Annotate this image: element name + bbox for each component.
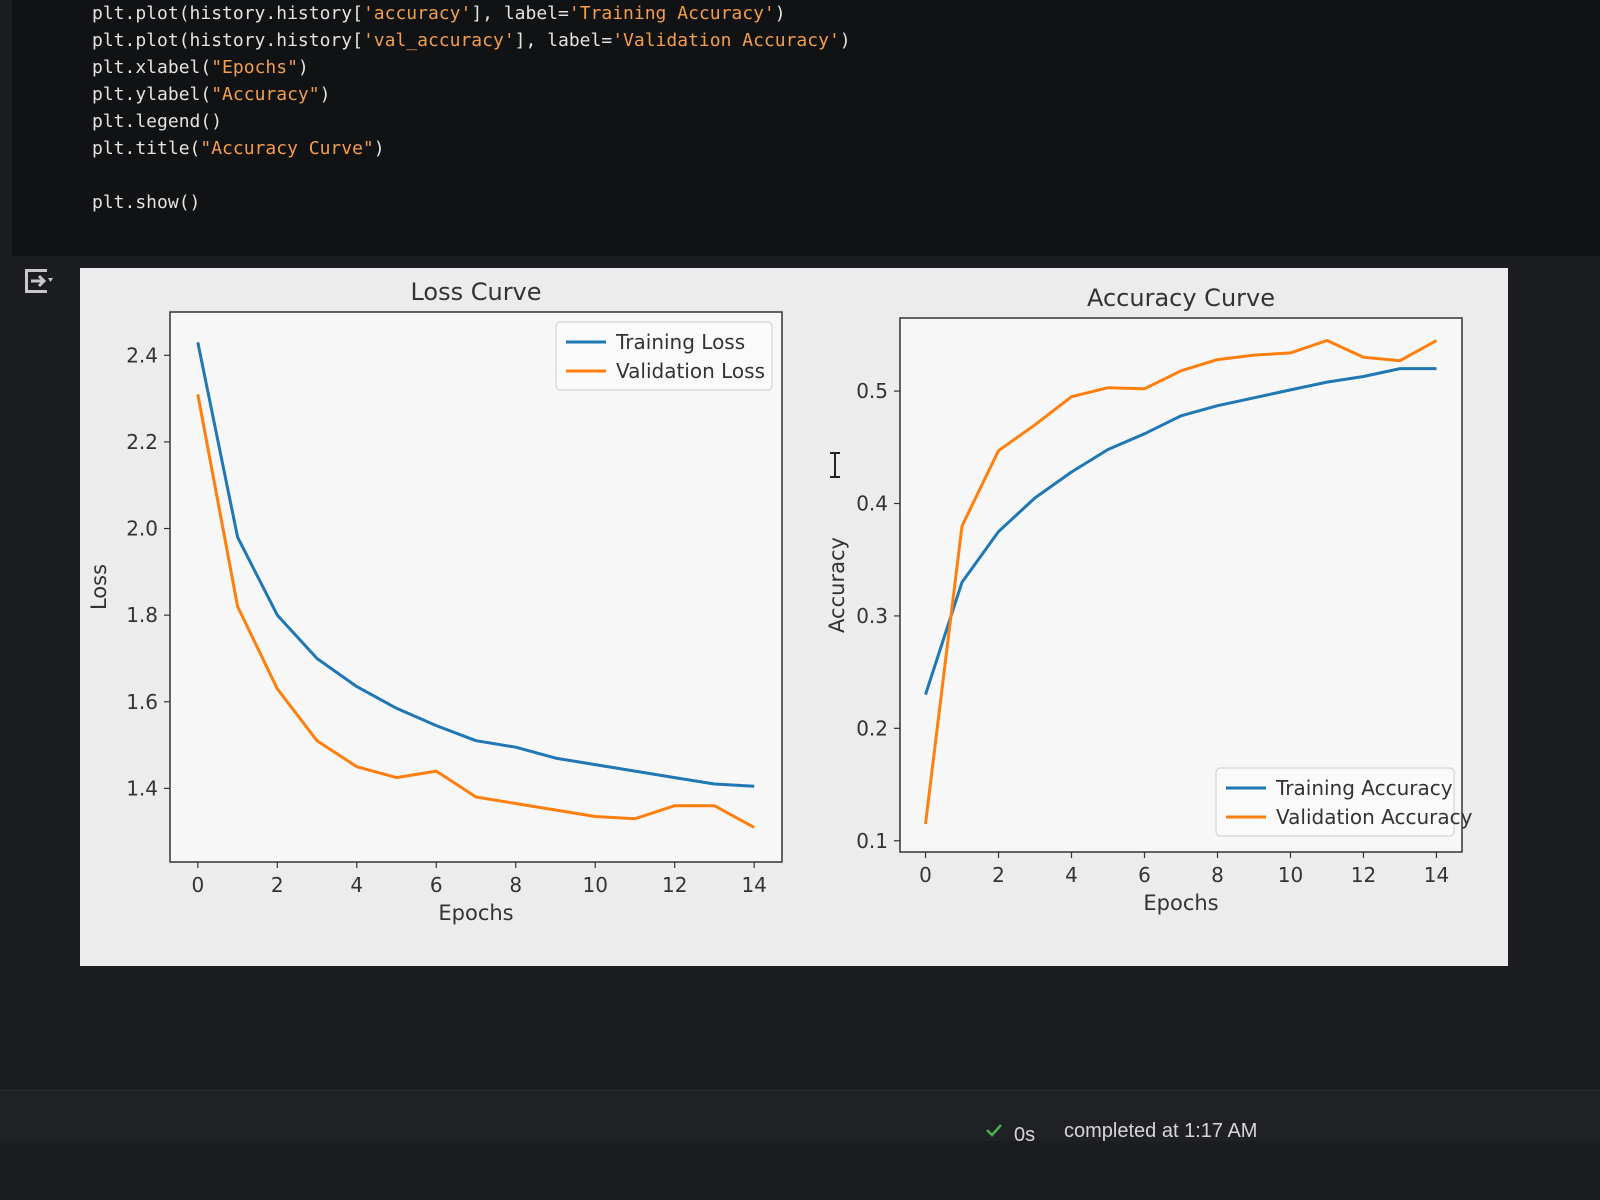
code-line: plt.plot(history.history['val_accuracy']… [92,27,851,54]
code-token: ) [297,57,309,78]
code-token: ) [774,3,786,24]
code-line: plt.legend() [92,108,851,135]
figure-canvas: Loss Curve 0 2 4 6 8 10 12 14 1.4 1.6 1.8 2.0 2.2 2.4 E… [87,278,1473,925]
code-line: plt.ylabel("Accuracy") [92,81,851,108]
y-axis-label: Loss [87,564,111,610]
code-token: plt.plot(history.history[ [92,30,363,51]
series-line-0 [924,367,1437,696]
x-tick-label: 6 [430,873,443,897]
code-line: plt.xlabel("Epochs") [92,54,851,81]
y-tick-label: 2.0 [126,517,158,541]
x-tick-label: 4 [350,873,363,897]
execution-time: 0s [1014,1124,1036,1146]
y-tick-label: 1.6 [126,690,158,714]
code-string: "Accuracy Curve" [200,138,374,159]
y-tick-label: 0.3 [856,604,888,628]
code-token: ) [211,111,223,132]
series-line-1 [924,339,1438,825]
x-tick-label: 10 [1278,863,1303,887]
legend-label: Validation Loss [616,359,765,383]
code-token: plt.legend( [92,111,212,132]
status-bar [0,1090,1600,1141]
x-tick-label: 2 [271,873,284,897]
y-tick-label: 0.5 [856,379,888,403]
x-tick-label: 14 [1424,863,1449,887]
series-line-0 [196,341,755,788]
code-token: plt.show( [92,192,190,213]
x-tick-label: 10 [582,873,607,897]
y-tick-label: 1.8 [126,603,158,627]
series-line-1 [196,394,755,829]
code-line: plt.show() [92,189,851,216]
x-tick-label: 2 [992,863,1005,887]
x-tick-label: 0 [919,863,932,887]
y-tick-label: 1.4 [126,776,158,800]
code-editor[interactable]: plt.plot(history.history['accuracy'], la… [92,0,851,216]
x-tick-label: 8 [1211,863,1224,887]
y-tick-label: 0.4 [856,491,888,515]
plot-area [169,311,783,863]
chart-title: Loss Curve [410,278,541,306]
x-tick-label: 12 [1351,863,1376,887]
check-icon [986,1124,1002,1137]
code-string: "Accuracy" [211,84,320,105]
code-token: ], label= [471,3,569,24]
plot-area [899,317,1463,853]
code-token: plt.xlabel( [92,57,212,78]
y-tick-label: 2.4 [126,343,158,367]
x-tick-label: 4 [1065,863,1078,887]
y-tick-label: 0.2 [856,716,888,740]
code-token: ) [189,192,201,213]
y-tick-label: 2.2 [126,430,158,454]
code-token: plt.plot(history.history[ [92,3,363,24]
code-string: "Epochs" [211,57,298,78]
code-line: plt.plot(history.history['accuracy'], la… [92,0,851,27]
code-string: 'val_accuracy' [362,30,515,51]
x-tick-label: 0 [191,873,204,897]
x-tick-label: 8 [509,873,522,897]
code-string: 'Validation Accuracy' [612,30,840,51]
code-token: ) [839,30,851,51]
completed-status: completed at 1:17 AM [1064,1120,1258,1142]
x-axis-label: Epochs [1143,891,1218,915]
code-token: plt.title( [92,138,201,159]
output-toggle-icon[interactable] [22,266,56,296]
legend-label: Training Loss [615,330,745,354]
x-axis-label: Epochs [438,901,513,925]
legend-label: Validation Accuracy [1276,805,1473,829]
text-cursor-icon [830,452,840,478]
code-token: ) [373,138,385,159]
legend-label: Training Accuracy [1275,776,1453,800]
x-tick-label: 14 [741,873,766,897]
code-line [92,162,851,189]
code-token: ], label= [514,30,613,51]
legend-box [1215,767,1455,837]
matplotlib-figure: Loss Curve 0 2 4 6 8 10 12 14 1.4 1.6 1.8 2.0 2.2 2.4 E… [80,268,1508,966]
y-tick-label: 0.1 [856,829,888,853]
code-token: ) [319,84,331,105]
code-token: plt.ylabel( [92,84,212,105]
code-cell[interactable]: plt.plot(history.history['accuracy'], la… [12,0,1600,256]
y-axis-label: Accuracy [825,537,849,633]
chart-title: Accuracy Curve [1087,284,1275,312]
x-tick-label: 6 [1138,863,1151,887]
code-line: plt.title("Accuracy Curve") [92,135,851,162]
legend-box [555,321,773,391]
x-tick-label: 12 [662,873,687,897]
code-string: 'Training Accuracy' [568,3,775,24]
code-string: 'accuracy' [362,3,472,24]
